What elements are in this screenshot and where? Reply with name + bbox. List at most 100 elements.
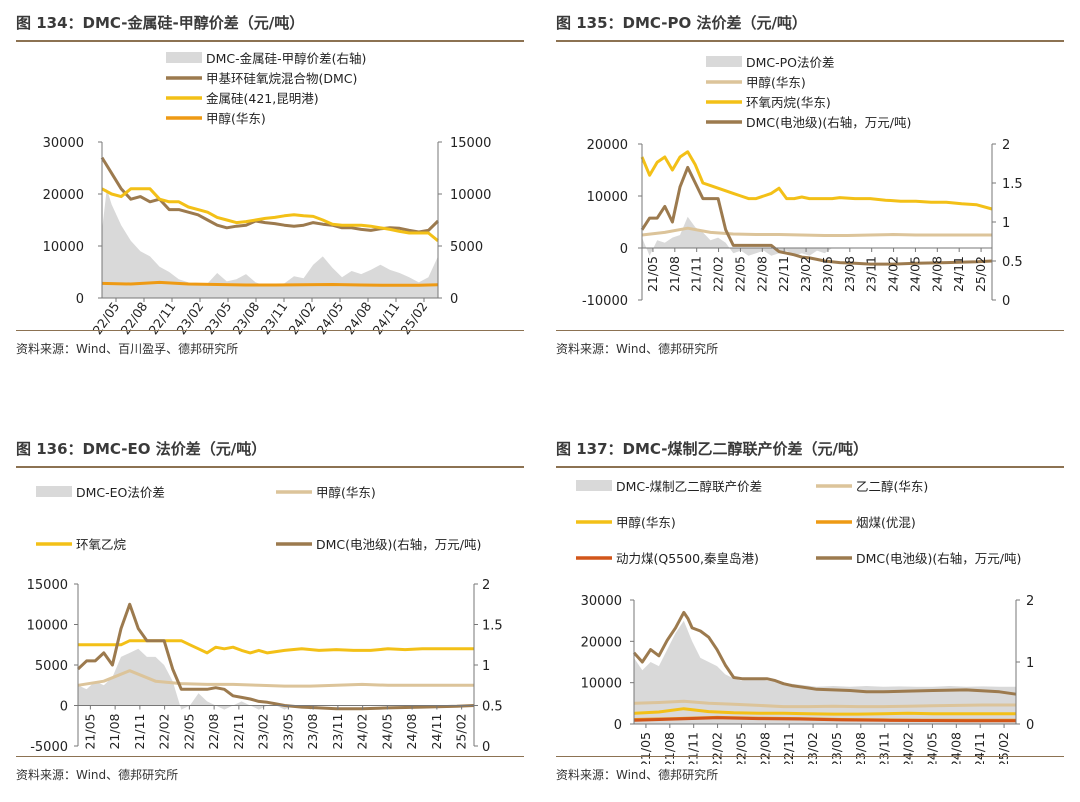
x-tick-label: 21/11	[686, 732, 701, 764]
y-tick-label-right: 5000	[450, 240, 483, 255]
x-tick-label: 24/05	[379, 714, 394, 750]
y-tick-label-right: 0	[450, 292, 458, 307]
title-rule	[16, 40, 524, 42]
y-tick-label-right: 1	[1026, 656, 1034, 671]
y-tick-label-left: -10000	[582, 294, 628, 309]
y-tick-label-right: 2	[482, 578, 490, 593]
figure-136: 图 136：DMC-EO 法价差（元/吨） DMC-EO法价差 甲醇(华东) 环氧乙…	[16, 438, 524, 790]
series-line-series	[641, 226, 992, 237]
x-tick-label: 23/05	[829, 732, 844, 764]
x-tick-label: 24/02	[901, 732, 916, 764]
y-tick-label-left: 0	[76, 292, 84, 307]
x-tick-label: 23/11	[258, 299, 291, 337]
y-tick-label-right: 0	[482, 740, 490, 755]
y-tick-label-right: 10000	[450, 188, 491, 203]
legend-label: DMC-金属硅-甲醇价差(右轴)	[206, 51, 366, 66]
axes: 15000 10000 5000 0 -5000 2 1.5 1 0.5 0 21/05 21/08 2…	[27, 578, 503, 755]
x-tick-label: 22/05	[181, 714, 196, 750]
x-tick-label: 23/05	[280, 714, 295, 750]
x-tick-label: 23/11	[864, 256, 879, 292]
y-tick-label-right: 0	[1002, 294, 1010, 309]
legend-label: 动力煤(Q5500,秦皇岛港)	[616, 551, 759, 566]
x-tick-label: 22/02	[711, 256, 726, 292]
legend: DMC-金属硅-甲醇价差(右轴) 甲基环硅氧烷混合物(DMC) 金属硅(421,昆明…	[166, 51, 366, 126]
series-line-q5500	[633, 716, 1016, 723]
x-tick-label: 24/05	[924, 732, 939, 764]
y-tick-label-left: 0	[614, 718, 622, 733]
y-tick-label-left: 30000	[581, 594, 622, 609]
y-tick-label-right: 0.5	[482, 700, 503, 715]
legend-item: DMC(电池级)(右轴，万元/吨)	[816, 551, 1021, 566]
chart-137: DMC-煤制乙二醇联产价差 乙二醇(华东) 甲醇(华东) 烟煤(优混) 动力煤(Q550…	[576, 479, 1034, 764]
legend-item: 甲醇(华东)	[706, 75, 806, 90]
legend-label: 甲基环硅氧烷混合物(DMC)	[206, 71, 357, 86]
legend-item: 甲基环硅氧烷混合物(DMC)	[166, 71, 357, 86]
series-area-dmc	[634, 620, 1016, 724]
figure-135: 图 135：DMC-PO 法价差（元/吨） DMC-PO法价差 甲醇(华东) 环氧丙…	[556, 12, 1064, 362]
legend-item: 环氧丙烷(华东)	[706, 95, 831, 110]
series-line-series	[78, 639, 474, 655]
x-tick-label: 22/02	[157, 714, 172, 750]
series-line-series	[633, 699, 1016, 709]
y-tick-label-left: 20000	[587, 138, 628, 153]
figure-134: 图 134：DMC-金属硅-甲醇价差（元/吨） DMC-金属硅-甲醇价差(右轴)…	[16, 12, 524, 362]
y-tick-label-left: 10000	[587, 190, 628, 205]
x-tick-label: 22/11	[146, 299, 179, 337]
y-tick-label-right: 0.5	[1002, 255, 1023, 270]
legend-item: 乙二醇(华东)	[816, 479, 928, 494]
series-line-series	[633, 707, 1016, 716]
y-tick-label-right: 1.5	[482, 619, 503, 634]
y-tick-label-right: 0	[1026, 718, 1034, 733]
x-tick-label: 22/08	[754, 256, 769, 292]
legend-item: DMC-煤制乙二醇联产价差	[576, 479, 762, 494]
series-area-dmc-eo	[78, 648, 474, 710]
x-tick-label: 24/11	[951, 256, 966, 292]
x-tick-label: 23/11	[330, 714, 345, 750]
legend-swatch	[706, 56, 742, 67]
y-tick-label-left: 10000	[581, 677, 622, 692]
x-tick-label: 21/08	[667, 256, 682, 292]
legend-item: DMC(电池级)(右轴，万元/吨)	[706, 115, 911, 130]
legend-label: 甲醇(华东)	[616, 515, 676, 530]
x-tick-label: 22/05	[732, 256, 747, 292]
axes: 20000 10000 0 -10000 2 1.5 1 0.5 0 21/05 21/08 21/1…	[582, 138, 1023, 309]
chart-134: DMC-金属硅-甲醇价差(右轴) 甲基环硅氧烷混合物(DMC) 金属硅(421,昆明…	[43, 51, 492, 337]
x-tick-label: 21/08	[107, 713, 122, 749]
legend-label: 甲醇(华东)	[746, 75, 806, 90]
y-tick-label-right: 1	[1002, 216, 1010, 231]
legend-label: 甲醇(华东)	[206, 111, 266, 126]
legend-label: 环氧丙烷(华东)	[746, 95, 831, 110]
legend-item: 环氧乙烷	[36, 537, 127, 552]
x-tick-label: 24/11	[429, 714, 444, 750]
legend-label: DMC-煤制乙二醇联产价差	[616, 479, 762, 494]
figure-title: 图 134：DMC-金属硅-甲醇价差（元/吨）	[16, 14, 305, 32]
x-tick-label: 23/08	[230, 299, 263, 337]
y-tick-label-left: 20000	[43, 188, 84, 203]
x-tick-label: 24/08	[404, 713, 419, 749]
legend-swatch	[166, 52, 202, 63]
y-tick-label-left: -5000	[30, 740, 68, 755]
x-tick-label: 21/05	[638, 732, 653, 764]
x-tick-label: 23/02	[174, 299, 207, 337]
y-tick-label-right: 1.5	[1002, 177, 1023, 192]
source-rule	[16, 330, 524, 331]
y-tick-label-left: 15000	[27, 578, 68, 593]
figure-title: 图 137：DMC-煤制乙二醇联产价差（元/吨）	[556, 440, 868, 458]
source-note: 资料来源：Wind、德邦研究所	[16, 768, 179, 782]
legend-item: 甲醇(华东)	[576, 515, 676, 530]
y-tick-label-left: 10000	[27, 619, 68, 634]
series-area-dmc	[102, 188, 438, 298]
series-line-series	[101, 280, 439, 287]
legend-label: 金属硅(421,昆明港)	[206, 91, 319, 106]
legend-item: DMC-PO法价差	[706, 55, 835, 70]
x-tick-label: 23/05	[202, 299, 235, 337]
chart-136: DMC-EO法价差 甲醇(华东)环氧乙烷 DMC(电池级)(右轴，万元/吨)1500…	[27, 485, 503, 755]
x-tick-label: 23/11	[877, 732, 892, 764]
x-tick-label: 24/11	[972, 732, 987, 764]
legend-swatch	[36, 486, 72, 497]
x-tick-label: 24/08	[342, 299, 375, 337]
x-tick-label: 22/05	[90, 299, 123, 337]
x-tick-label: 21/05	[82, 714, 97, 750]
source-note: 资料来源：Wind、德邦研究所	[556, 342, 719, 356]
series-line-dmc	[640, 165, 993, 266]
